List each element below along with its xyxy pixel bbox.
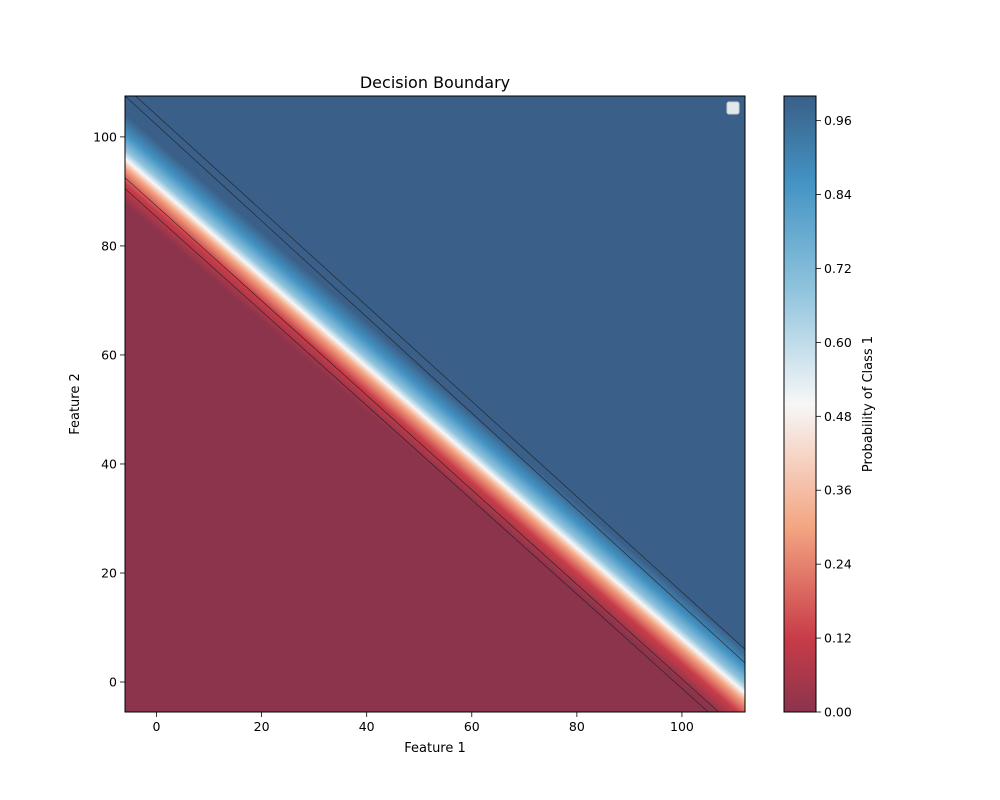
legend-box	[726, 101, 740, 115]
colorbar-tick-label: 0.84	[824, 187, 852, 202]
y-tick-label: 60	[101, 347, 117, 362]
legend	[726, 101, 740, 115]
x-axis: 0 20 40 60 80 100	[153, 712, 694, 734]
y-tick-label: 40	[101, 456, 117, 471]
colorbar-tick-label: 0.72	[824, 261, 852, 276]
y-tick-label: 0	[109, 675, 117, 690]
colorbar-frame	[783, 95, 817, 713]
x-tick-label: 0	[153, 719, 161, 734]
colorbar-tick-label: 0.24	[824, 557, 852, 572]
colorbar-gradient	[784, 96, 816, 712]
colorbar-tick-label: 0.48	[824, 409, 852, 424]
colorbar-ticks: 0.00 0.12 0.24 0.36 0.48 0.60 0.72 0.84 0.96	[816, 113, 852, 720]
contour-lines	[125, 96, 745, 712]
y-tick-label: 80	[101, 238, 117, 253]
colorbar: 0.00 0.12 0.24 0.36 0.48 0.60 0.72 0.84 0.96 Pro…	[783, 95, 876, 720]
colorbar-tick-label: 0.36	[824, 483, 852, 498]
y-axis: 0 20 40 60 80 100	[93, 129, 125, 690]
contour-line	[125, 177, 719, 712]
colorbar-tick-label: 0.96	[824, 113, 852, 128]
plot-frame	[124, 95, 746, 713]
colorbar-tick-label: 0.60	[824, 335, 852, 350]
colorbar-tick-label: 0.00	[824, 705, 852, 720]
colorbar-tick-label: 0.12	[824, 631, 852, 646]
plot-area	[125, 96, 745, 712]
x-axis-label: Feature 1	[404, 741, 466, 756]
y-axis-label: Feature 2	[68, 373, 83, 435]
y-tick-label: 20	[101, 565, 117, 580]
x-tick-label: 40	[359, 719, 375, 734]
contour-line	[125, 96, 745, 664]
contour-line	[135, 96, 745, 650]
chart-title: Decision Boundary	[360, 73, 510, 92]
x-tick-label: 80	[569, 719, 585, 734]
contour-line	[125, 188, 709, 712]
x-tick-label: 20	[254, 719, 270, 734]
y-tick-label: 100	[93, 129, 117, 144]
probability-field	[125, 96, 745, 712]
x-tick-label: 100	[670, 719, 694, 734]
x-tick-label: 60	[464, 719, 480, 734]
colorbar-label: Probability of Class 1	[861, 336, 876, 472]
